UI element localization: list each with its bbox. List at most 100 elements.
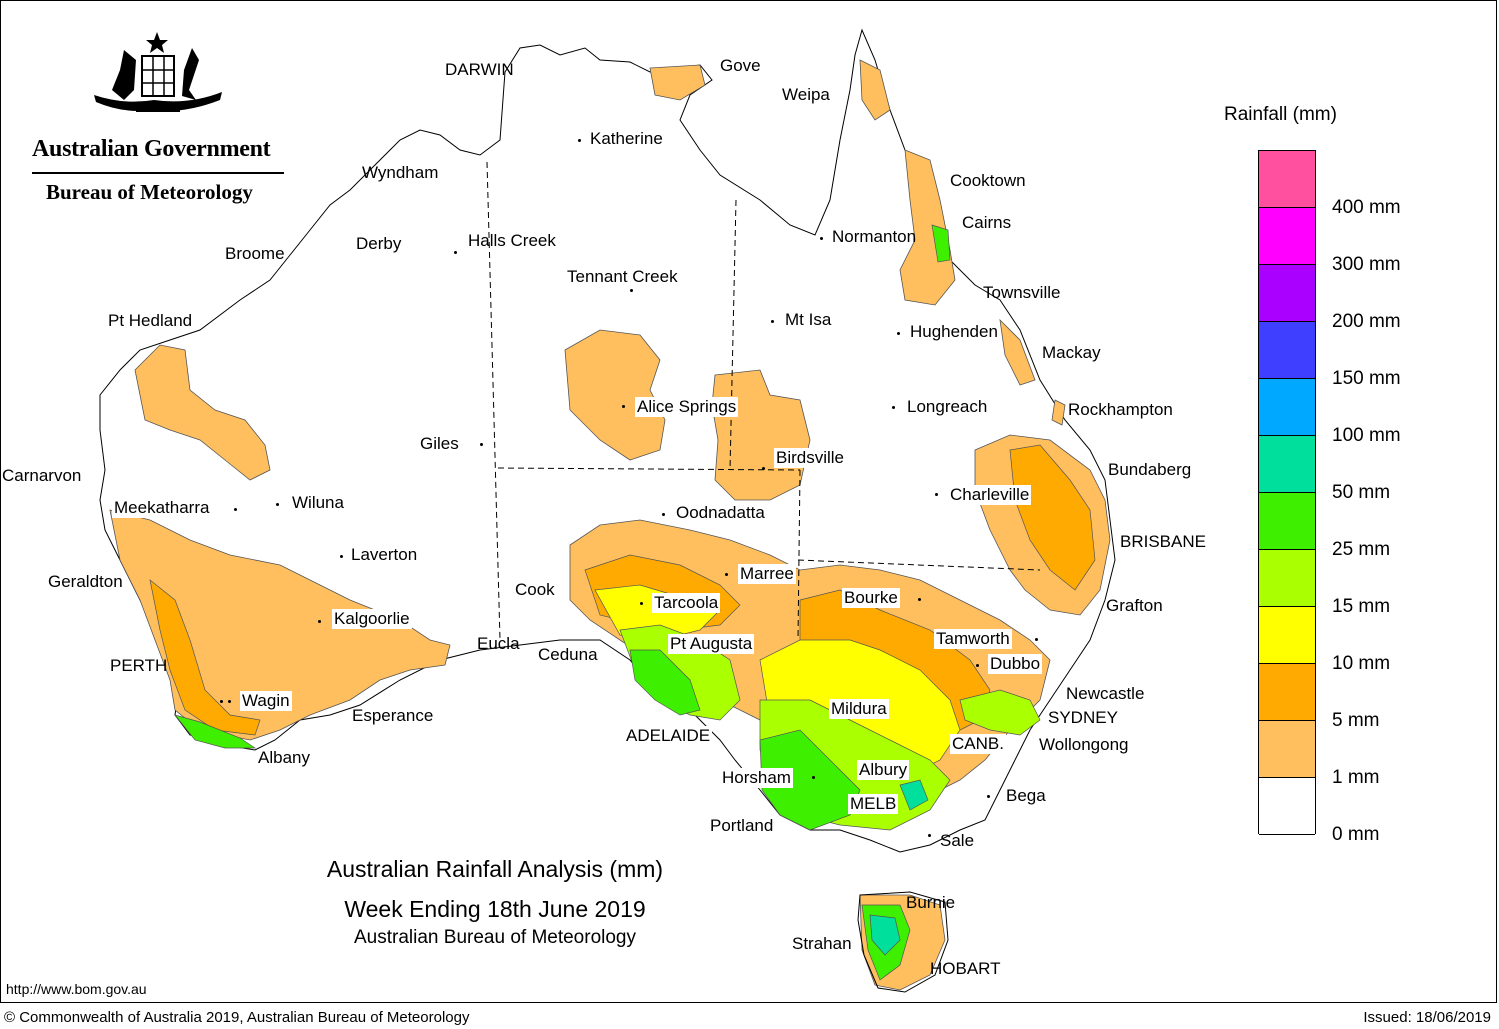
- bureau-name: Bureau of Meteorology: [46, 180, 253, 204]
- place-label: Tamworth: [934, 629, 1012, 649]
- place-label: Birdsville: [774, 448, 847, 468]
- place-label: Mt Isa: [785, 310, 832, 329]
- government-name: Australian Government: [32, 136, 271, 162]
- legend-label: 1 mm: [1332, 767, 1380, 788]
- place-marker: [276, 503, 279, 506]
- place-label: PERTH: [110, 656, 168, 675]
- legend-label: 50 mm: [1332, 482, 1391, 503]
- rain-area-wa-green: [174, 714, 257, 749]
- legend-label: 5 mm: [1332, 710, 1380, 731]
- place-marker: [892, 406, 895, 409]
- place-label: Kalgoorlie: [332, 609, 412, 629]
- place-label: Bundaberg: [1108, 460, 1192, 479]
- place-label: Grafton: [1106, 596, 1163, 615]
- place-marker: [220, 700, 223, 703]
- place-label: Giles: [420, 434, 459, 453]
- place-label: MELB: [848, 794, 899, 814]
- rain-area-qld-coast: [859, 59, 1066, 426]
- place-label: Weipa: [782, 85, 830, 104]
- place-label: Hughenden: [910, 322, 998, 341]
- place-label: Gove: [720, 56, 761, 75]
- place-marker: [897, 332, 900, 335]
- place-marker: [928, 834, 931, 837]
- place-label: Halls Creek: [468, 231, 556, 250]
- issued-date: Issued: 18/06/2019: [1363, 1009, 1491, 1026]
- place-label: CANB.: [950, 734, 1006, 754]
- legend-swatch: [1259, 721, 1315, 778]
- place-label: Wyndham: [362, 163, 439, 182]
- place-label: Cook: [513, 580, 557, 600]
- legend-label: 400 mm: [1332, 197, 1401, 218]
- place-label: Mackay: [1042, 343, 1101, 362]
- header-divider: [32, 172, 284, 174]
- place-label: DARWIN: [445, 60, 514, 79]
- place-label: Strahan: [792, 934, 852, 953]
- place-label: Wollongong: [1039, 735, 1129, 754]
- place-label: Normanton: [832, 227, 917, 246]
- place-label: Pt Augusta: [668, 634, 755, 654]
- place-label: Mildura: [829, 699, 889, 719]
- website-url[interactable]: http://www.bom.gov.au: [6, 981, 147, 997]
- legend-swatch: [1259, 493, 1315, 550]
- place-marker: [578, 139, 581, 142]
- legend-label: 0 mm: [1332, 824, 1380, 845]
- place-label: Cooktown: [950, 171, 1026, 190]
- legend-swatch: [1259, 379, 1315, 436]
- place-label: Carnarvon: [2, 466, 82, 485]
- rain-area-cairns-green: [931, 224, 951, 263]
- state-borders: [486, 161, 1041, 641]
- place-label: Rockhampton: [1068, 400, 1173, 419]
- place-label: Burnie: [906, 893, 956, 912]
- place-label: BRISBANE: [1118, 532, 1208, 552]
- coat-of-arms-logo: [24, 30, 294, 210]
- commonwealth-coat-of-arms-icon: [94, 32, 222, 112]
- place-label: Dubbo: [988, 654, 1043, 674]
- legend-label: 300 mm: [1332, 254, 1401, 275]
- tasmania-outline: [857, 891, 949, 993]
- place-marker: [662, 513, 665, 516]
- place-marker: [234, 508, 237, 511]
- legend-swatch: [1259, 322, 1315, 379]
- place-marker: [640, 602, 643, 605]
- rain-area-gove: [649, 64, 706, 101]
- title-line-3: Australian Bureau of Meteorology: [354, 927, 636, 948]
- legend-label: 25 mm: [1332, 539, 1391, 560]
- legend-swatch: [1259, 607, 1315, 664]
- legend-label: 100 mm: [1332, 425, 1401, 446]
- title-line-1: Australian Rainfall Analysis (mm): [326, 856, 664, 882]
- place-label: Albury: [857, 760, 910, 780]
- copyright: © Commonwealth of Australia 2019, Austra…: [4, 1009, 470, 1026]
- place-label: Tarcoola: [652, 593, 721, 613]
- place-marker: [630, 289, 633, 292]
- place-label: Cairns: [962, 213, 1012, 232]
- place-label: Newcastle: [1066, 684, 1145, 703]
- legend-swatch: [1259, 664, 1315, 721]
- place-marker: [771, 320, 774, 323]
- place-marker: [918, 598, 921, 601]
- rain-area-wa-north: [134, 344, 271, 481]
- place-label: Bourke: [842, 588, 900, 608]
- place-marker: [228, 700, 231, 703]
- legend-color-bar: [1258, 150, 1316, 835]
- title-line-2: Week Ending 18th June 2019: [344, 896, 646, 922]
- place-marker: [820, 237, 823, 240]
- rain-area-wa-orange: [149, 579, 261, 736]
- rain-area-qld-orange: [1009, 444, 1096, 591]
- place-marker: [318, 620, 321, 623]
- place-label: Eucla: [477, 634, 520, 653]
- place-label: Horsham: [720, 768, 793, 788]
- rain-area-nsw-lime: [959, 689, 1041, 736]
- place-label: Alice Springs: [635, 397, 739, 417]
- place-label: Portland: [710, 816, 774, 835]
- place-marker: [454, 251, 457, 254]
- footer: © Commonwealth of Australia 2019, Austra…: [0, 1004, 1499, 1029]
- place-marker: [725, 573, 728, 576]
- place-marker: [976, 664, 979, 667]
- place-marker: [812, 776, 815, 779]
- place-marker: [762, 467, 765, 470]
- rain-area-tas-teal: [869, 914, 901, 956]
- legend-swatch: [1259, 778, 1315, 835]
- place-label: HOBART: [930, 959, 1001, 978]
- place-label: Ceduna: [538, 645, 598, 664]
- legend-swatch: [1259, 436, 1315, 493]
